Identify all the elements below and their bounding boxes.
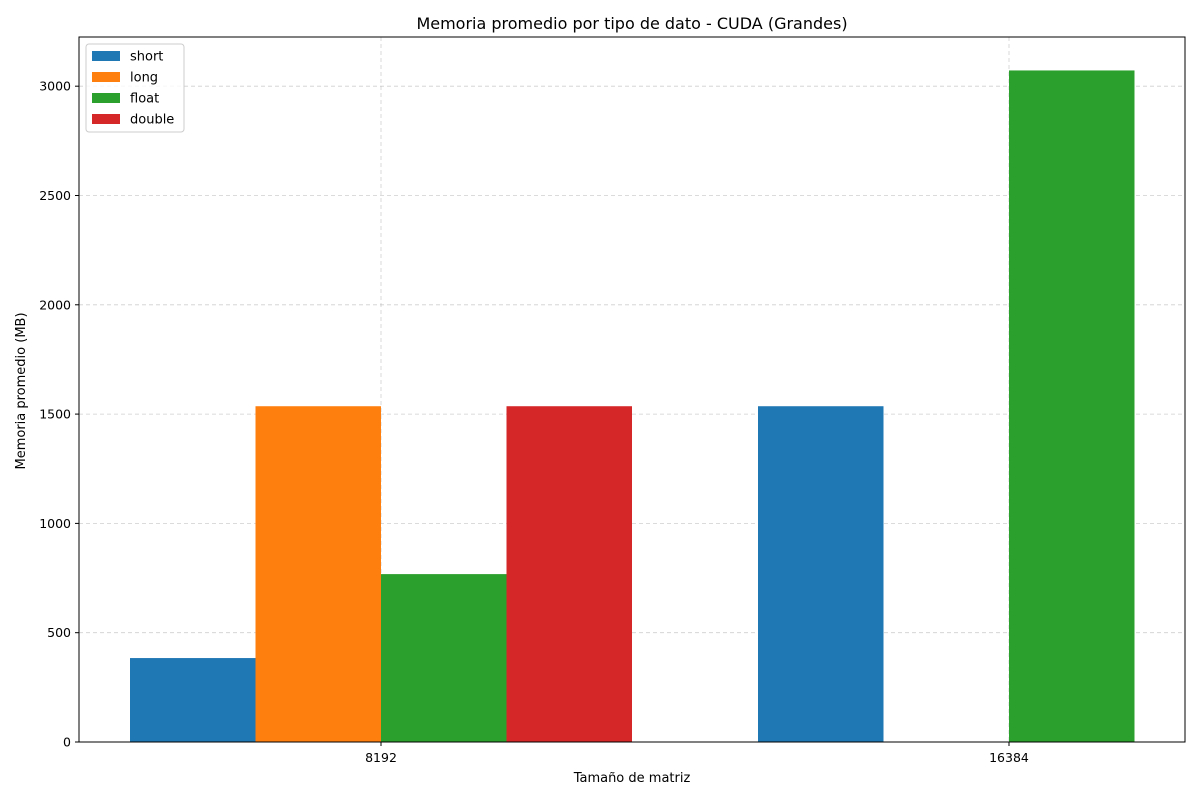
legend-swatch-float [92,93,120,103]
legend: short long float double [85,43,185,133]
axes: 0 500 1000 1500 2000 2500 3000 8192 16384 [39,36,1186,765]
bar-float-8192 [381,574,507,742]
legend-label-short: short [130,50,163,65]
legend-swatch-short [92,51,120,61]
legend-label-float: float [130,92,159,107]
y-tick-label: 3000 [39,79,71,94]
legend-label-double: double [130,113,174,128]
x-tick-label: 8192 [365,750,397,765]
legend-label-long: long [130,71,158,86]
bar-long-8192 [255,406,381,742]
x-tick-label: 16384 [989,750,1029,765]
y-tick-label: 2500 [39,188,71,203]
y-tick-label: 1000 [39,516,71,531]
y-tick-label: 500 [47,625,71,640]
legend-swatch-long [92,72,120,82]
y-tick-label: 0 [63,735,71,750]
bars [130,70,1135,742]
legend-box [85,43,185,133]
bar-short-8192 [130,658,256,742]
bar-float-16384 [1009,70,1135,742]
chart-title: Memoria promedio por tipo de dato - CUDA… [416,14,847,33]
y-tick-label: 2000 [39,297,71,312]
x-axis-label: Tamaño de matriz [573,771,691,786]
bar-double-8192 [506,406,632,742]
legend-swatch-double [92,114,120,124]
y-axis-label: Memoria promedio (MB) [14,312,29,469]
bar-short-16384 [758,406,884,742]
y-tick-label: 1500 [39,407,71,422]
plot-frame [78,36,1186,743]
